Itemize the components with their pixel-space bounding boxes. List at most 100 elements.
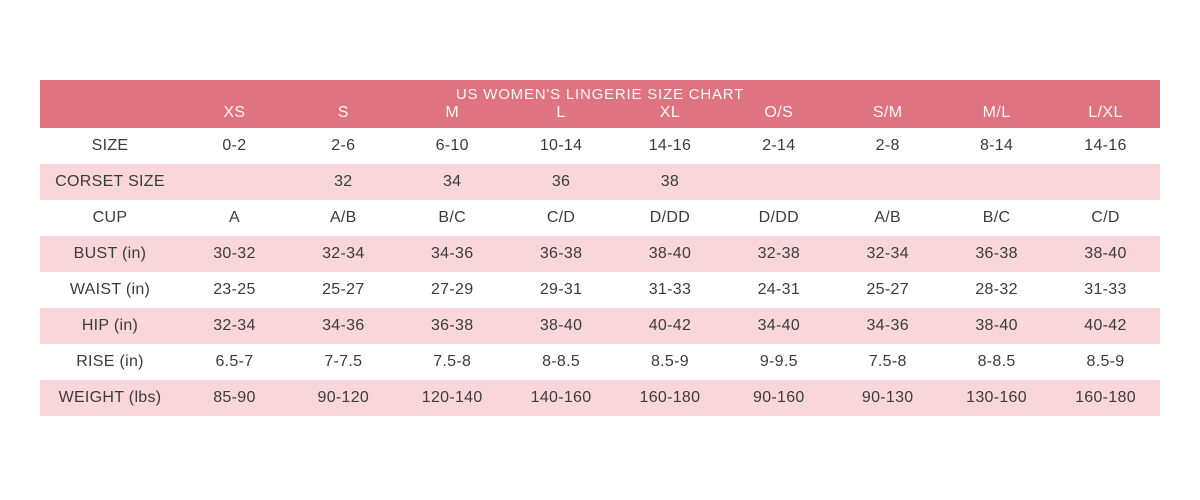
table-cell: 8-8.5	[542, 353, 581, 370]
row-label: RISE (in)	[76, 353, 144, 370]
size-table: XS S M L XL O/S S/M M/L L/XL SIZE 0-2 2-6 6-10 10-14…	[40, 104, 1160, 416]
table-cell: 25-27	[322, 281, 365, 298]
table-cell: 34-36	[866, 317, 909, 334]
table-cell: 36-38	[975, 245, 1018, 262]
chart-title: US WOMEN'S LINGERIE SIZE CHART	[40, 80, 1160, 104]
table-cell: 2-14	[762, 137, 796, 154]
table-row: RISE (in) 6.5-7 7-7.5 7.5-8 8-8.5 8.5-9 9-9.5 7…	[40, 344, 1160, 380]
table-cell	[180, 164, 289, 200]
row-label: BUST (in)	[73, 245, 147, 262]
table-cell: 38-40	[539, 317, 583, 334]
table-cell: D/DD	[758, 209, 799, 226]
table-cell: 7.5-8	[868, 353, 907, 370]
table-cell: 32-38	[757, 245, 801, 262]
table-cell: 29-31	[539, 281, 583, 298]
table-cell: A/B	[874, 209, 902, 226]
table-cell: 31-33	[1084, 281, 1127, 298]
table-cell	[724, 164, 833, 200]
table-cell: 34-36	[430, 245, 474, 262]
table-cell: 32-34	[866, 245, 909, 262]
table-row: WEIGHT (lbs) 85-90 90-120 120-140 140-160 160…	[40, 380, 1160, 416]
table-cell	[942, 164, 1051, 200]
table-header: XS S M L XL O/S S/M M/L L/XL	[40, 104, 1160, 128]
table-row: WAIST (in) 23-25 25-27 27-29 29-31 31-33 24-31…	[40, 272, 1160, 308]
table-cell: 36-38	[539, 245, 583, 262]
table-cell: 14-16	[1084, 137, 1127, 154]
table-cell: 6.5-7	[215, 353, 254, 370]
table-cell: 130-160	[966, 389, 1027, 406]
table-row: CORSET SIZE 32 34 36 38	[40, 164, 1160, 200]
table-cell: 14-16	[648, 137, 692, 154]
table-cell: 2-6	[331, 137, 356, 154]
corner-cell	[40, 104, 180, 128]
table-cell: 85-90	[213, 389, 256, 406]
table-cell: 8.5-9	[1086, 353, 1125, 370]
table-cell: 32	[334, 173, 353, 190]
table-cell: 38-40	[975, 317, 1018, 334]
table-cell: 34-40	[757, 317, 801, 334]
table-cell: 24-31	[757, 281, 801, 298]
table-cell: 9-9.5	[759, 353, 798, 370]
table-cell: C/D	[1091, 209, 1120, 226]
table-cell: 8-8.5	[977, 353, 1016, 370]
table-cell: 36	[551, 173, 571, 190]
table-cell: 160-180	[639, 389, 701, 406]
table-cell: 34-36	[322, 317, 365, 334]
row-label: WEIGHT (lbs)	[58, 389, 162, 406]
table-cell: 120-140	[421, 389, 483, 406]
table-cell: 0-2	[222, 137, 247, 154]
row-label: CUP	[92, 209, 128, 226]
column-header: S	[288, 104, 398, 128]
column-header: O/S	[724, 104, 834, 128]
row-label: WAIST (in)	[69, 281, 151, 298]
table-cell	[1051, 164, 1160, 200]
table-cell: B/C	[982, 209, 1011, 226]
table-cell: 32-34	[322, 245, 365, 262]
size-chart: US WOMEN'S LINGERIE SIZE CHART XS S M L XL O/…	[40, 80, 1160, 416]
table-cell: 10-14	[539, 137, 583, 154]
table-cell: 23-25	[213, 281, 256, 298]
table-cell: 38-40	[648, 245, 692, 262]
table-cell: 31-33	[648, 281, 692, 298]
table-cell: C/D	[546, 209, 576, 226]
table-cell: 36-38	[430, 317, 474, 334]
table-row: SIZE 0-2 2-6 6-10 10-14 14-16 2-14 2-8 8-14 14-16	[40, 128, 1160, 164]
table-cell: 40-42	[1084, 317, 1127, 334]
table-cell: 90-160	[753, 389, 805, 406]
column-header: L/XL	[1051, 104, 1160, 128]
table-cell: 32-34	[213, 317, 256, 334]
table-cell: 40-42	[648, 317, 692, 334]
table-cell: 8-14	[979, 137, 1014, 154]
column-header: M	[397, 104, 507, 128]
column-header: S/M	[833, 104, 943, 128]
row-label: SIZE	[91, 137, 129, 154]
column-header: M/L	[942, 104, 1051, 128]
header-row: XS S M L XL O/S S/M M/L L/XL	[40, 104, 1160, 128]
table-cell: 7-7.5	[324, 353, 363, 370]
table-cell: 7.5-8	[433, 353, 472, 370]
table-cell: 6-10	[435, 137, 469, 154]
table-body: SIZE 0-2 2-6 6-10 10-14 14-16 2-14 2-8 8-14 14-16…	[40, 128, 1160, 416]
table-cell: 27-29	[430, 281, 474, 298]
table-cell: A/B	[329, 209, 357, 226]
table-cell: 90-120	[317, 389, 370, 406]
column-header: XS	[180, 104, 289, 128]
table-row: HIP (in) 32-34 34-36 36-38 38-40 40-42 34-40 34…	[40, 308, 1160, 344]
table-cell: B/C	[438, 209, 466, 226]
table-cell: 140-160	[530, 389, 592, 406]
table-cell: 8.5-9	[650, 353, 689, 370]
table-cell: 38	[660, 173, 680, 190]
row-label: CORSET SIZE	[55, 173, 165, 190]
table-cell: 2-8	[875, 137, 900, 154]
table-cell: 25-27	[866, 281, 909, 298]
table-cell	[833, 164, 942, 200]
table-cell: 34	[442, 173, 462, 190]
table-cell: A	[228, 209, 240, 226]
table-row: CUP A A/B B/C C/D D/DD D/DD A/B B/C C/D	[40, 200, 1160, 236]
table-cell: 28-32	[975, 281, 1018, 298]
column-header: L	[506, 104, 616, 128]
table-row: BUST (in) 30-32 32-34 34-36 36-38 38-40 32-38 3…	[40, 236, 1160, 272]
row-label: HIP (in)	[81, 317, 139, 334]
table-cell: 38-40	[1084, 245, 1127, 262]
